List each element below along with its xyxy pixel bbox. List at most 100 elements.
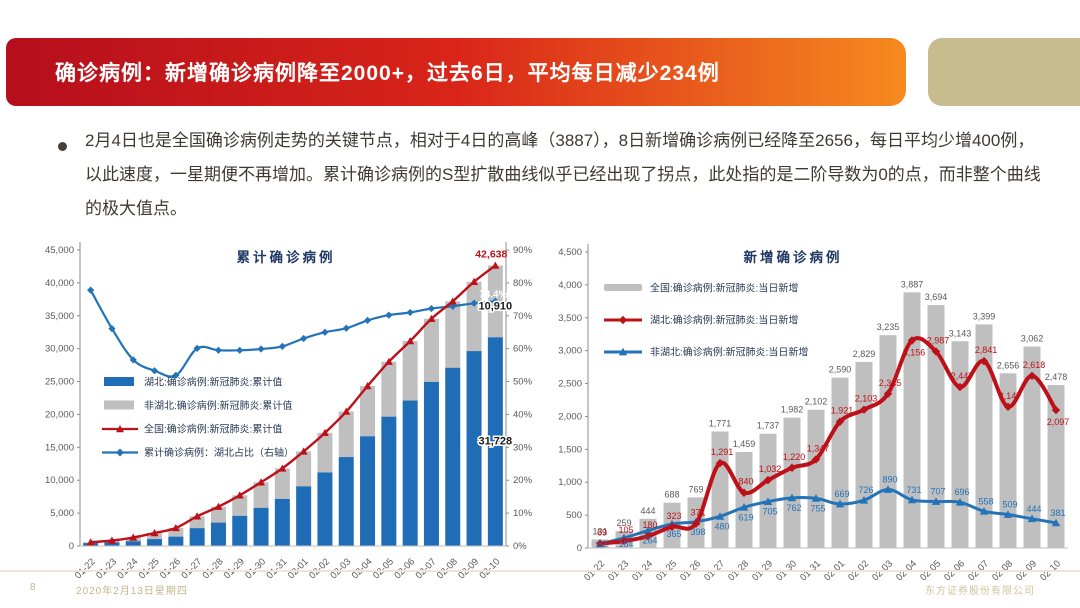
svg-text:1,000: 1,000 (558, 477, 582, 488)
svg-text:669: 669 (834, 489, 849, 499)
svg-text:688: 688 (664, 490, 679, 500)
svg-text:02-04: 02-04 (350, 556, 375, 581)
svg-text:0: 0 (69, 541, 74, 552)
svg-text:2,656: 2,656 (997, 360, 1020, 370)
svg-text:726: 726 (858, 485, 873, 495)
body-line: 以此速度，一星期便不再增加。累计确诊病例的S型扩散曲线似乎已经出现了拐点，此处指… (85, 165, 1041, 184)
svg-text:890: 890 (882, 474, 897, 484)
svg-text:40%: 40% (513, 409, 533, 420)
svg-text:10,910: 10,910 (479, 300, 513, 312)
svg-text:01-25: 01-25 (137, 556, 162, 581)
svg-text:15,000: 15,000 (45, 442, 74, 453)
svg-text:01-23: 01-23 (94, 556, 119, 581)
svg-text:323: 323 (666, 511, 681, 521)
svg-text:42,638: 42,638 (475, 249, 507, 261)
svg-text:3,156: 3,156 (903, 347, 926, 357)
svg-text:0%: 0% (513, 541, 527, 552)
svg-text:444: 444 (640, 506, 655, 516)
svg-text:762: 762 (786, 503, 801, 513)
new-cases-chart: 0 500 1,000 1,500 2,000 2,500 3,000 3,500 4,000 4… (548, 236, 1080, 601)
svg-text:01-26: 01-26 (158, 556, 183, 581)
svg-text:02-05: 02-05 (371, 556, 396, 581)
svg-text:840: 840 (738, 477, 753, 487)
svg-text:35,000: 35,000 (45, 311, 74, 322)
svg-text:4,500: 4,500 (558, 247, 582, 258)
svg-text:1,459: 1,459 (733, 439, 756, 449)
svg-text:30,000: 30,000 (45, 344, 74, 355)
page-title: 确诊病例：新增确诊病例降至2000+，过去6日，平均每日减少234例 (55, 62, 720, 85)
svg-text:381: 381 (1050, 508, 1065, 518)
svg-text:2,590: 2,590 (829, 365, 852, 375)
svg-text:2,103: 2,103 (855, 394, 878, 404)
svg-text:62: 62 (597, 539, 607, 549)
svg-text:3,500: 3,500 (558, 313, 582, 324)
svg-text:755: 755 (810, 503, 825, 513)
svg-text:3,399: 3,399 (973, 311, 996, 321)
svg-text:131: 131 (592, 526, 607, 536)
svg-text:3,694: 3,694 (925, 292, 948, 302)
svg-text:365: 365 (666, 529, 681, 539)
svg-text:2,345: 2,345 (879, 378, 902, 388)
svg-text:01-30: 01-30 (243, 556, 268, 581)
svg-text:74.4%: 74.4% (479, 289, 507, 300)
svg-text:105: 105 (618, 525, 633, 535)
body-line: 的极大值点。 (85, 199, 187, 218)
svg-text:2,147: 2,147 (999, 391, 1022, 401)
svg-text:累计确诊病例：湖北占比（右轴）: 累计确诊病例：湖北占比（右轴） (144, 446, 294, 459)
svg-text:3,887: 3,887 (901, 279, 924, 289)
svg-text:444: 444 (1026, 504, 1041, 514)
svg-text:2,478: 2,478 (1045, 372, 1068, 382)
svg-text:1,220: 1,220 (783, 452, 806, 462)
svg-text:02-03: 02-03 (328, 556, 353, 581)
svg-text:3,143: 3,143 (949, 328, 972, 338)
svg-text:2,000: 2,000 (558, 411, 582, 422)
svg-text:非湖北:确诊病例:新冠肺炎:累计值: 非湖北:确诊病例:新冠肺炎:累计值 (144, 399, 292, 412)
svg-text:2,618: 2,618 (1023, 360, 1046, 370)
svg-text:1,737: 1,737 (757, 421, 780, 431)
svg-text:1,500: 1,500 (558, 444, 582, 455)
body-line: 2月4日也是全国确诊病例走势的关键节点，相对于4日的高峰（3887），8日新增确… (85, 131, 1035, 150)
cumulative-cases-chart: 0 5,000 10,000 15,000 20,000 25,000 30,000 35,0… (28, 236, 548, 601)
svg-text:02-07: 02-07 (414, 556, 439, 581)
svg-text:01-28: 01-28 (201, 556, 226, 581)
svg-text:10,000: 10,000 (45, 475, 74, 486)
svg-text:湖北:确诊病例:新冠肺炎:累计值: 湖北:确诊病例:新冠肺炎:累计值 (144, 376, 282, 389)
svg-text:509: 509 (1002, 500, 1017, 510)
svg-text:398: 398 (690, 527, 705, 537)
svg-text:2,841: 2,841 (975, 345, 998, 355)
slide-title-banner: 确诊病例：新增确诊病例降至2000+，过去6日，平均每日减少234例 (6, 38, 906, 106)
footer-company: 东方证券股份有限公司 (925, 586, 1035, 597)
svg-text:湖北:确诊病例:新冠肺炎:当日新增: 湖北:确诊病例:新冠肺炎:当日新增 (650, 314, 798, 327)
svg-text:02-01: 02-01 (286, 556, 311, 581)
svg-text:5,000: 5,000 (50, 508, 74, 519)
svg-text:2,500: 2,500 (558, 379, 582, 390)
svg-text:02-08: 02-08 (435, 556, 460, 581)
svg-text:非湖北:确诊病例:新冠肺炎:当日新增: 非湖北:确诊病例:新冠肺炎:当日新增 (650, 346, 808, 359)
svg-text:80%: 80% (513, 278, 533, 289)
svg-text:40,000: 40,000 (45, 278, 74, 289)
svg-text:全国:确诊病例:新冠肺炎:累计值: 全国:确诊病例:新冠肺炎:累计值 (144, 423, 282, 436)
svg-text:2,102: 2,102 (805, 397, 828, 407)
svg-text:264: 264 (642, 536, 657, 546)
svg-text:01-22: 01-22 (73, 556, 98, 581)
svg-text:707: 707 (930, 486, 945, 496)
svg-text:50%: 50% (513, 377, 533, 388)
svg-text:500: 500 (566, 510, 582, 521)
svg-text:02-02: 02-02 (307, 556, 332, 581)
svg-text:新增确诊病例: 新增确诊病例 (744, 249, 843, 265)
svg-text:731: 731 (906, 485, 921, 495)
svg-text:3,235: 3,235 (877, 322, 900, 332)
svg-text:10%: 10% (513, 508, 533, 519)
svg-text:3,000: 3,000 (558, 346, 582, 357)
svg-text:90%: 90% (513, 245, 533, 256)
cumulative-cases-chart-svg: 0 5,000 10,000 15,000 20,000 25,000 30,000 35,0… (45, 242, 533, 581)
svg-text:01-31: 01-31 (265, 556, 290, 581)
svg-text:累计确诊病例: 累计确诊病例 (237, 249, 336, 265)
svg-text:31,728: 31,728 (479, 436, 513, 448)
svg-text:558: 558 (978, 496, 993, 506)
footer-date: 2020年2月13日星期四 (76, 586, 188, 597)
svg-text:0: 0 (577, 543, 582, 554)
svg-text:2,829: 2,829 (853, 349, 876, 359)
svg-text:20%: 20% (513, 475, 533, 486)
